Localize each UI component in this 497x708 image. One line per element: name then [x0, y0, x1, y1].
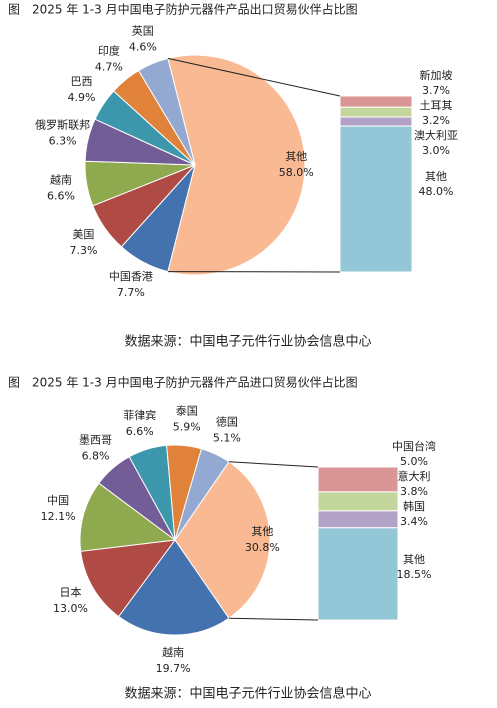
source: 数据来源：中国电子元件行业协会信息中心 [124, 686, 371, 702]
slice-label: 英国 [132, 23, 154, 37]
slice-label: 墨西哥 [79, 434, 112, 447]
slice-label: 中国 [47, 494, 69, 507]
chart-title: 图 2025 年 1-3 月中国电子防护元器件产品出口贸易伙伴占比图 [8, 2, 358, 17]
pie-slice [174, 448, 230, 541]
bar-segment [339, 125, 413, 273]
slice-value: 7.3% [69, 244, 97, 257]
slice-value: 4.9% [68, 91, 96, 104]
bar-segment [317, 527, 399, 621]
bar-value: 3.8% [400, 485, 428, 498]
slice-label: 印度 [98, 44, 120, 58]
connector [167, 57, 341, 97]
slice-value: 12.1% [41, 510, 76, 523]
bar-segment [317, 491, 399, 512]
slice-label: 俄罗斯联邦 [35, 119, 90, 132]
pie-slice [117, 539, 230, 636]
bar-label: 其他 [425, 170, 447, 183]
bar-value: 3.7% [422, 84, 450, 97]
bar-value: 3.0% [422, 144, 450, 157]
bar-segment [317, 466, 399, 493]
slice-value: 6.6% [47, 189, 75, 202]
slice-value: 4.6% [129, 40, 157, 53]
bar-label: 土耳其 [420, 99, 453, 112]
slice-label: 泰国 [176, 404, 198, 418]
slice-value: 6.3% [49, 135, 77, 148]
slice-value: 4.7% [95, 61, 123, 74]
slice-label: 巴西 [71, 75, 93, 88]
slice-value: 58.0% [279, 166, 314, 179]
pie-slice [137, 57, 196, 166]
slice-label: 日本 [59, 585, 81, 599]
pie-slice [79, 482, 177, 552]
slice-value: 19.7% [156, 662, 191, 675]
slice-label: 越南 [162, 645, 184, 659]
slice-value: 7.7% [117, 286, 145, 299]
slice-label: 其他 [285, 150, 307, 163]
slice-value: 6.6% [126, 425, 154, 438]
bar-label: 意大利 [398, 469, 431, 483]
source: 数据来源：中国电子元件行业协会信息中心 [124, 334, 371, 350]
bar-value: 5.0% [400, 455, 428, 468]
bar-label: 其他 [403, 553, 425, 566]
bar-value: 18.5% [397, 568, 432, 581]
slice-value: 30.8% [245, 541, 280, 554]
bar-label: 中国台湾 [392, 439, 436, 453]
slice-label: 德国 [216, 415, 238, 429]
slice-value: 5.1% [213, 432, 241, 445]
bar-label: 新加坡 [420, 68, 453, 82]
slice-value: 5.9% [173, 421, 201, 434]
chart-title: 图 2025 年 1-3 月中国电子防护元器件产品进口贸易伙伴占比图 [8, 375, 358, 390]
slice-label: 菲律宾 [123, 408, 156, 422]
slice-label: 美国 [72, 228, 94, 241]
slice-label: 其他 [251, 525, 273, 538]
pie-slice [174, 461, 271, 619]
slice-label: 越南 [50, 172, 72, 186]
connector [228, 461, 319, 468]
slice-label: 中国香港 [109, 270, 153, 283]
slice-value: 13.0% [53, 602, 88, 615]
bar-value: 3.4% [400, 515, 428, 528]
bar-value: 3.2% [422, 114, 450, 127]
bar-segment [317, 510, 399, 529]
bar-label: 澳大利亚 [414, 128, 458, 142]
bar-segment [339, 95, 413, 108]
bar-value: 48.0% [419, 185, 454, 198]
bar-label: 韩国 [403, 499, 425, 513]
connector [228, 617, 319, 621]
bar-segment [339, 116, 413, 127]
bar-segment [339, 106, 413, 118]
pie-slice [80, 539, 177, 618]
slice-value: 6.8% [82, 450, 110, 463]
